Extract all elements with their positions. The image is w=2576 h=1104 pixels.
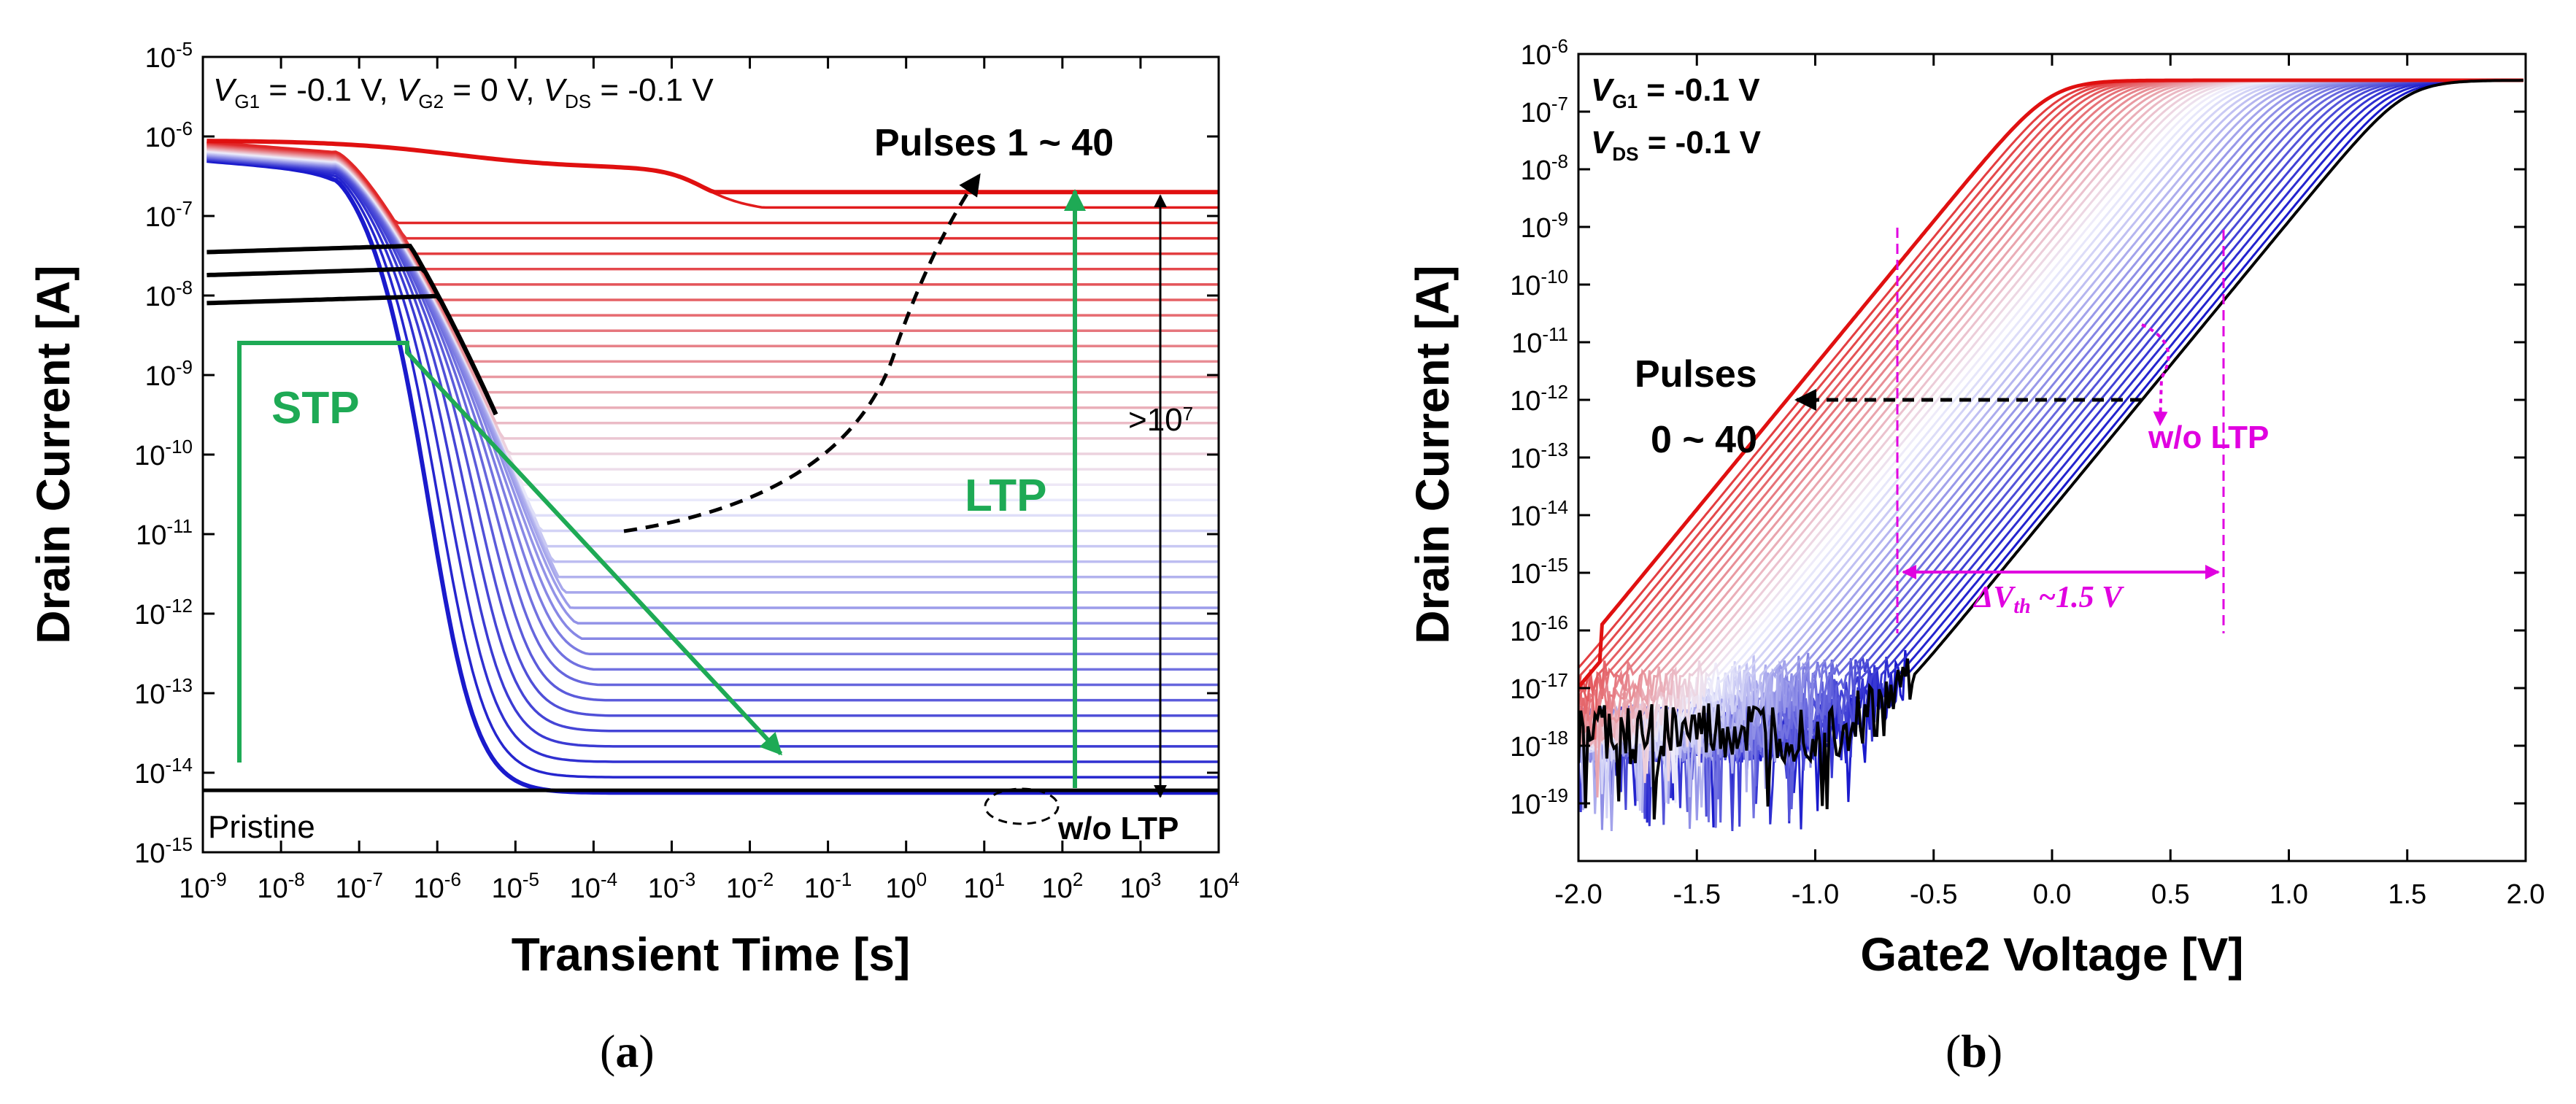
stp-pulse-shape bbox=[237, 341, 783, 763]
panel-b-ytick-label: 10-12 bbox=[1510, 381, 1568, 417]
panel-a-ytick-label: 10-12 bbox=[134, 595, 193, 630]
panel-b-xtick-label: -0.5 bbox=[1910, 879, 1957, 910]
panel-b-ytick-label: 10-16 bbox=[1510, 611, 1568, 647]
panel-a-xtick-label: 10-2 bbox=[726, 868, 774, 904]
panel-a-label: (a) bbox=[600, 1025, 655, 1077]
panel-a-xtick-label: 100 bbox=[885, 868, 927, 904]
panel-b-ytick-label: 10-18 bbox=[1510, 727, 1568, 763]
panel-b-ylabel: Drain Current [A] bbox=[1406, 265, 1459, 644]
panel-b-ticks: -2.0 -1.5 -1.0 -0.5 0.0 0.5 1.0 1.5 2.0 10-19 10-1… bbox=[1510, 35, 2545, 910]
panel-a-xlabel: Transient Time [s] bbox=[512, 928, 911, 981]
panel-b-label: (b) bbox=[1946, 1025, 2002, 1077]
panel-a-conditions: VG1 = -0.1 V, VG2 = 0 V, VDS = -0.1 V bbox=[213, 72, 714, 112]
pulses-label-b1: Pulses bbox=[1635, 353, 1757, 395]
wo-ltp-label-a: w/o LTP bbox=[1057, 811, 1179, 846]
pulses-label-a: Pulses 1 ~ 40 bbox=[874, 122, 1114, 164]
pulse-curve-a bbox=[207, 139, 1219, 195]
panel-a-ytick-label: 10-8 bbox=[145, 277, 193, 312]
panel-b-xtick-label: 2.0 bbox=[2507, 879, 2545, 910]
panel-a-xtick-label: 104 bbox=[1198, 868, 1240, 904]
stp-label: STP bbox=[271, 383, 360, 433]
pulses-arrow-a bbox=[623, 173, 982, 533]
panel-b-ytick-label: 10-17 bbox=[1510, 669, 1568, 705]
panel-a-ytick-label: 10-13 bbox=[134, 674, 193, 710]
dvth-label: ΔVth ~1.5 V bbox=[1973, 581, 2124, 618]
panel-a-ytick-label: 10-10 bbox=[134, 436, 193, 471]
panel-b-curves bbox=[1578, 78, 2523, 832]
panel-a-xtick-label: 103 bbox=[1120, 868, 1162, 904]
transfer-curve-b bbox=[1578, 79, 2523, 752]
panel-a-ticks: 10-9 10-8 10-7 10-6 10-5 10-4 10-3 10-2 10-1 100 1… bbox=[134, 38, 1239, 904]
pulse-curve-a bbox=[207, 158, 1219, 779]
panel-b-xtick-label: 0.0 bbox=[2033, 879, 2072, 910]
panel-b-cond-line1: VG1 = -0.1 V bbox=[1591, 72, 1760, 112]
panel-a-xtick-label: 10-8 bbox=[257, 868, 304, 904]
panel-b-xlabel: Gate2 Voltage [V] bbox=[1860, 928, 2243, 981]
panel-a: 10-9 10-8 10-7 10-6 10-5 10-4 10-3 10-2 10-1 100 1… bbox=[27, 38, 1239, 1077]
panel-a-xtick-label: 10-5 bbox=[492, 868, 539, 904]
ltp-label: LTP bbox=[965, 471, 1047, 521]
pulse-curve-a bbox=[207, 156, 1219, 717]
panel-b-ytick-label: 10-7 bbox=[1521, 93, 1568, 128]
panel-b-ytick-label: 10-8 bbox=[1521, 150, 1568, 186]
panel-b-ytick-label: 10-10 bbox=[1510, 266, 1568, 301]
transfer-curve-b bbox=[1578, 79, 2523, 723]
panel-a-ytick-label: 10-11 bbox=[136, 515, 193, 551]
panel-b-xtick-label: 0.5 bbox=[2151, 879, 2190, 910]
transfer-curve-b bbox=[1578, 79, 2523, 727]
panel-b-xtick-label: -2.0 bbox=[1554, 879, 1602, 910]
pulse-curve-a bbox=[207, 157, 1219, 733]
panel-b-ytick-label: 10-19 bbox=[1510, 784, 1568, 820]
panel-a-xtick-label: 101 bbox=[963, 868, 1005, 904]
panel-a-xtick-label: 10-7 bbox=[335, 868, 382, 904]
panel-b-xtick-label: 1.5 bbox=[2388, 879, 2426, 910]
panel-a-ytick-label: 10-5 bbox=[145, 38, 193, 74]
panel-b-ytick-label: 10-14 bbox=[1510, 496, 1568, 532]
panel-a-xtick-label: 10-6 bbox=[414, 868, 461, 904]
panel-b-xtick-label: -1.5 bbox=[1673, 879, 1721, 910]
panel-a-ytick-label: 10-9 bbox=[145, 356, 193, 392]
panel-a-xtick-label: 10-1 bbox=[804, 868, 852, 904]
panel-b-cond-line2: VDS = -0.1 V bbox=[1591, 125, 1762, 165]
pulses-label-b2: 0 ~ 40 bbox=[1651, 419, 1757, 461]
panel-a-ytick-label: 10-7 bbox=[145, 197, 193, 233]
pulse-curve-a bbox=[207, 158, 1219, 795]
panel-a-ytick-label: 10-14 bbox=[134, 754, 193, 790]
panel-a-ytick-label: 10-15 bbox=[134, 833, 193, 869]
panel-a-ylabel: Drain Current [A] bbox=[27, 265, 80, 644]
panel-b-xtick-label: 1.0 bbox=[2270, 879, 2308, 910]
panel-b-ytick-label: 10-9 bbox=[1521, 208, 1568, 244]
transfer-curve-b bbox=[1578, 78, 2523, 689]
panel-a-xtick-label: 102 bbox=[1041, 868, 1083, 904]
pristine-label: Pristine bbox=[208, 809, 315, 845]
panel-b-ytick-label: 10-13 bbox=[1510, 439, 1568, 474]
decay-curve-black bbox=[207, 293, 498, 416]
panel-a-curves bbox=[203, 139, 1219, 795]
panel-a-xtick-label: 10-4 bbox=[570, 868, 617, 904]
panel-b-ytick-label: 10-15 bbox=[1510, 554, 1568, 590]
panel-a-xtick-label: 10-3 bbox=[648, 868, 695, 904]
panel-b-ytick-label: 10-11 bbox=[1511, 323, 1568, 359]
panel-b: -2.0 -1.5 -1.0 -0.5 0.0 0.5 1.0 1.5 2.0 10-19 10-1… bbox=[1406, 35, 2545, 1077]
pristine-curve-b bbox=[1578, 79, 2523, 820]
wo-ltp-ellipse-a bbox=[984, 787, 1060, 825]
ratio-label: >107 bbox=[1128, 402, 1193, 438]
panel-a-xtick-label: 10-9 bbox=[179, 868, 226, 904]
panel-b-ytick-label: 10-6 bbox=[1521, 35, 1568, 71]
pulse-curve-a bbox=[207, 158, 1219, 763]
pulse-curve-a bbox=[207, 149, 1219, 486]
wo-ltp-label-b: w/o LTP bbox=[2148, 420, 2269, 455]
panel-a-ytick-label: 10-6 bbox=[145, 117, 193, 153]
pulse-curve-a bbox=[207, 153, 1219, 594]
pulse-curve-a bbox=[207, 140, 1219, 225]
panel-b-xtick-label: -1.0 bbox=[1792, 879, 1839, 910]
pulse-curve-a bbox=[207, 158, 1219, 748]
wo-ltp-pointer-b bbox=[2141, 323, 2170, 426]
